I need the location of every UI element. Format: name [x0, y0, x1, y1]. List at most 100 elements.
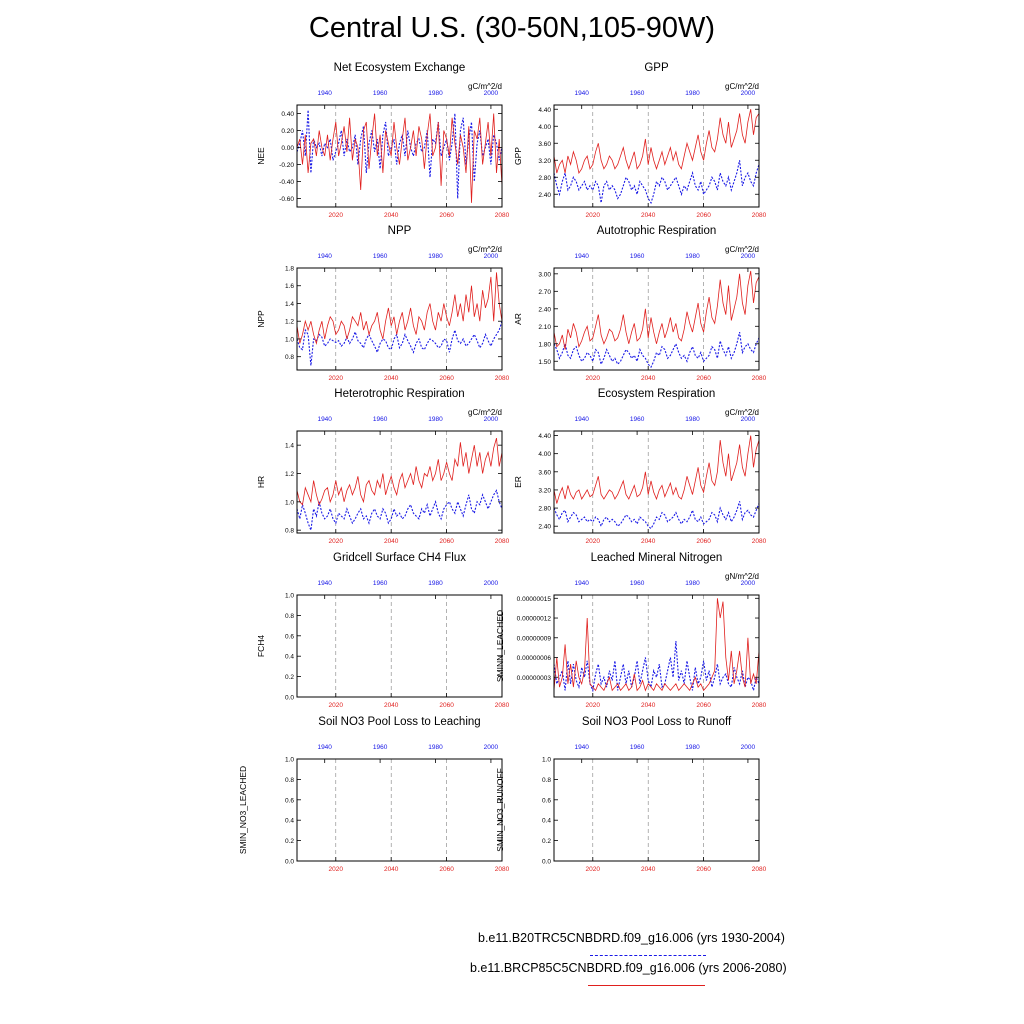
y-tick-label: 3.60 [538, 469, 551, 476]
y-tick-label: 1.6 [285, 283, 294, 290]
legend-label-case2: b.e11.BRCP85C5CNBDRD.f09_g16.006 (yrs 20… [470, 961, 787, 975]
y-tick-label: 0.0 [542, 859, 551, 866]
y-axis-label: SMIN_NO3_LEACHED [238, 766, 248, 854]
y-axis-label: SMIN_NO3_RUNOFF [495, 768, 505, 852]
x-tick-label-bottom: 2060 [439, 375, 454, 382]
x-tick-label-bottom: 2060 [696, 375, 711, 382]
y-axis-label: SMINN_LEACHED [495, 610, 505, 682]
x-tick-label-bottom: 2040 [384, 538, 399, 545]
plot-frame [553, 267, 760, 371]
x-tick-label-top: 2000 [741, 416, 756, 423]
y-tick-label: 0.8 [285, 777, 294, 784]
y-tick-label: 2.40 [538, 524, 551, 531]
y-tick-label: 4.40 [538, 107, 551, 114]
x-tick-label-top: 1940 [317, 416, 332, 423]
series-line-case2 [296, 113, 503, 203]
x-tick-label-top: 1980 [428, 580, 443, 587]
y-tick-label: 2.40 [538, 192, 551, 199]
y-tick-label: 0.2 [285, 674, 294, 681]
y-axis-label: NEE [256, 147, 266, 165]
y-tick-label: 4.00 [538, 124, 551, 131]
x-tick-label-top: 2000 [484, 416, 499, 423]
x-tick-label-top: 1980 [428, 416, 443, 423]
series-line-case1 [553, 160, 760, 205]
x-tick-label-top: 1960 [630, 580, 645, 587]
x-tick-label-bottom: 2060 [696, 702, 711, 709]
page-title: Central U.S. (30-50N,105-90W) [308, 12, 716, 44]
y-tick-label: 1.2 [285, 319, 294, 326]
y-tick-label: 0.8 [285, 354, 294, 361]
x-tick-label-top: 2000 [741, 580, 756, 587]
panel-title: Leached Mineral Nitrogen [591, 552, 723, 564]
plot-frame [296, 430, 503, 534]
x-tick-label-bottom: 2040 [641, 538, 656, 545]
series-line-case2 [553, 270, 760, 350]
y-tick-label: 1.50 [538, 359, 551, 366]
legend-label-case1: b.e11.B20TRC5CNBDRD.f09_g16.006 (yrs 193… [478, 931, 785, 945]
x-tick-label-bottom: 2020 [586, 375, 601, 382]
y-tick-label: 4.40 [538, 433, 551, 440]
x-tick-label-bottom: 2020 [329, 375, 344, 382]
x-tick-label-bottom: 2040 [641, 212, 656, 219]
y-tick-label: 1.0 [285, 336, 294, 343]
x-tick-label-top: 2000 [484, 253, 499, 260]
y-tick-label: 4.00 [538, 451, 551, 458]
y-axis-label: NPP [256, 310, 266, 328]
y-tick-label: 1.8 [285, 266, 294, 273]
y-tick-label: 1.80 [538, 341, 551, 348]
y-tick-label: 1.4 [285, 301, 294, 308]
series-line-case1 [553, 501, 760, 530]
panel-title: Soil NO3 Pool Loss to Runoff [582, 716, 732, 728]
panel-units: gC/m^2/d [468, 82, 502, 91]
y-tick-label: 1.2 [285, 471, 294, 478]
y-tick-label: 2.70 [538, 289, 551, 296]
series-line-case1 [553, 331, 760, 369]
x-tick-label-bottom: 2040 [384, 702, 399, 709]
legend-line-case1 [590, 955, 706, 956]
y-tick-label: -0.20 [279, 162, 294, 169]
panel-title: GPP [644, 62, 669, 74]
panel-title: Soil NO3 Pool Loss to Leaching [318, 716, 480, 728]
plot-frame [296, 758, 503, 862]
x-tick-label-top: 1960 [630, 253, 645, 260]
x-tick-label-top: 1940 [317, 253, 332, 260]
y-tick-label: 0.4 [285, 654, 294, 661]
series-line-case2 [296, 272, 503, 345]
y-axis-label: AR [513, 313, 523, 325]
plot-frame [296, 267, 503, 371]
y-tick-label: 3.00 [538, 271, 551, 278]
panel-7: Gridcell Surface CH4 Flux FCH4 1.0 0.8 0.6 0.… [256, 552, 510, 709]
x-tick-label-bottom: 2060 [696, 212, 711, 219]
y-tick-label: 1.4 [285, 443, 294, 450]
x-tick-label-bottom: 2080 [752, 702, 767, 709]
x-tick-label-bottom: 2080 [495, 538, 510, 545]
y-tick-label: 0.4 [542, 818, 551, 825]
x-tick-label-top: 1940 [317, 90, 332, 97]
y-tick-label: 0.20 [281, 128, 294, 135]
x-tick-label-top: 1940 [574, 90, 589, 97]
y-tick-label: 2.10 [538, 324, 551, 331]
x-tick-label-top: 1940 [317, 580, 332, 587]
y-tick-label: 0.00 [281, 145, 294, 152]
x-tick-label-bottom: 2080 [495, 866, 510, 873]
y-tick-label: 1.0 [285, 499, 294, 506]
y-tick-label: 0.6 [542, 797, 551, 804]
x-tick-label-bottom: 2040 [384, 375, 399, 382]
x-tick-label-top: 1980 [685, 744, 700, 751]
x-tick-label-bottom: 2060 [439, 702, 454, 709]
x-tick-label-top: 1960 [630, 416, 645, 423]
series-line-case2 [553, 109, 760, 175]
y-tick-label: 2.80 [538, 506, 551, 513]
y-tick-label: 1.0 [285, 593, 294, 600]
series-line-case1 [553, 641, 760, 693]
y-tick-label: -0.40 [279, 179, 294, 186]
series-line-case1 [296, 321, 503, 366]
x-tick-label-bottom: 2080 [752, 538, 767, 545]
x-tick-label-bottom: 2020 [329, 212, 344, 219]
y-tick-label: 3.20 [538, 487, 551, 494]
x-tick-label-top: 1940 [317, 744, 332, 751]
x-tick-label-bottom: 2080 [495, 212, 510, 219]
series-line-case2 [296, 437, 503, 506]
